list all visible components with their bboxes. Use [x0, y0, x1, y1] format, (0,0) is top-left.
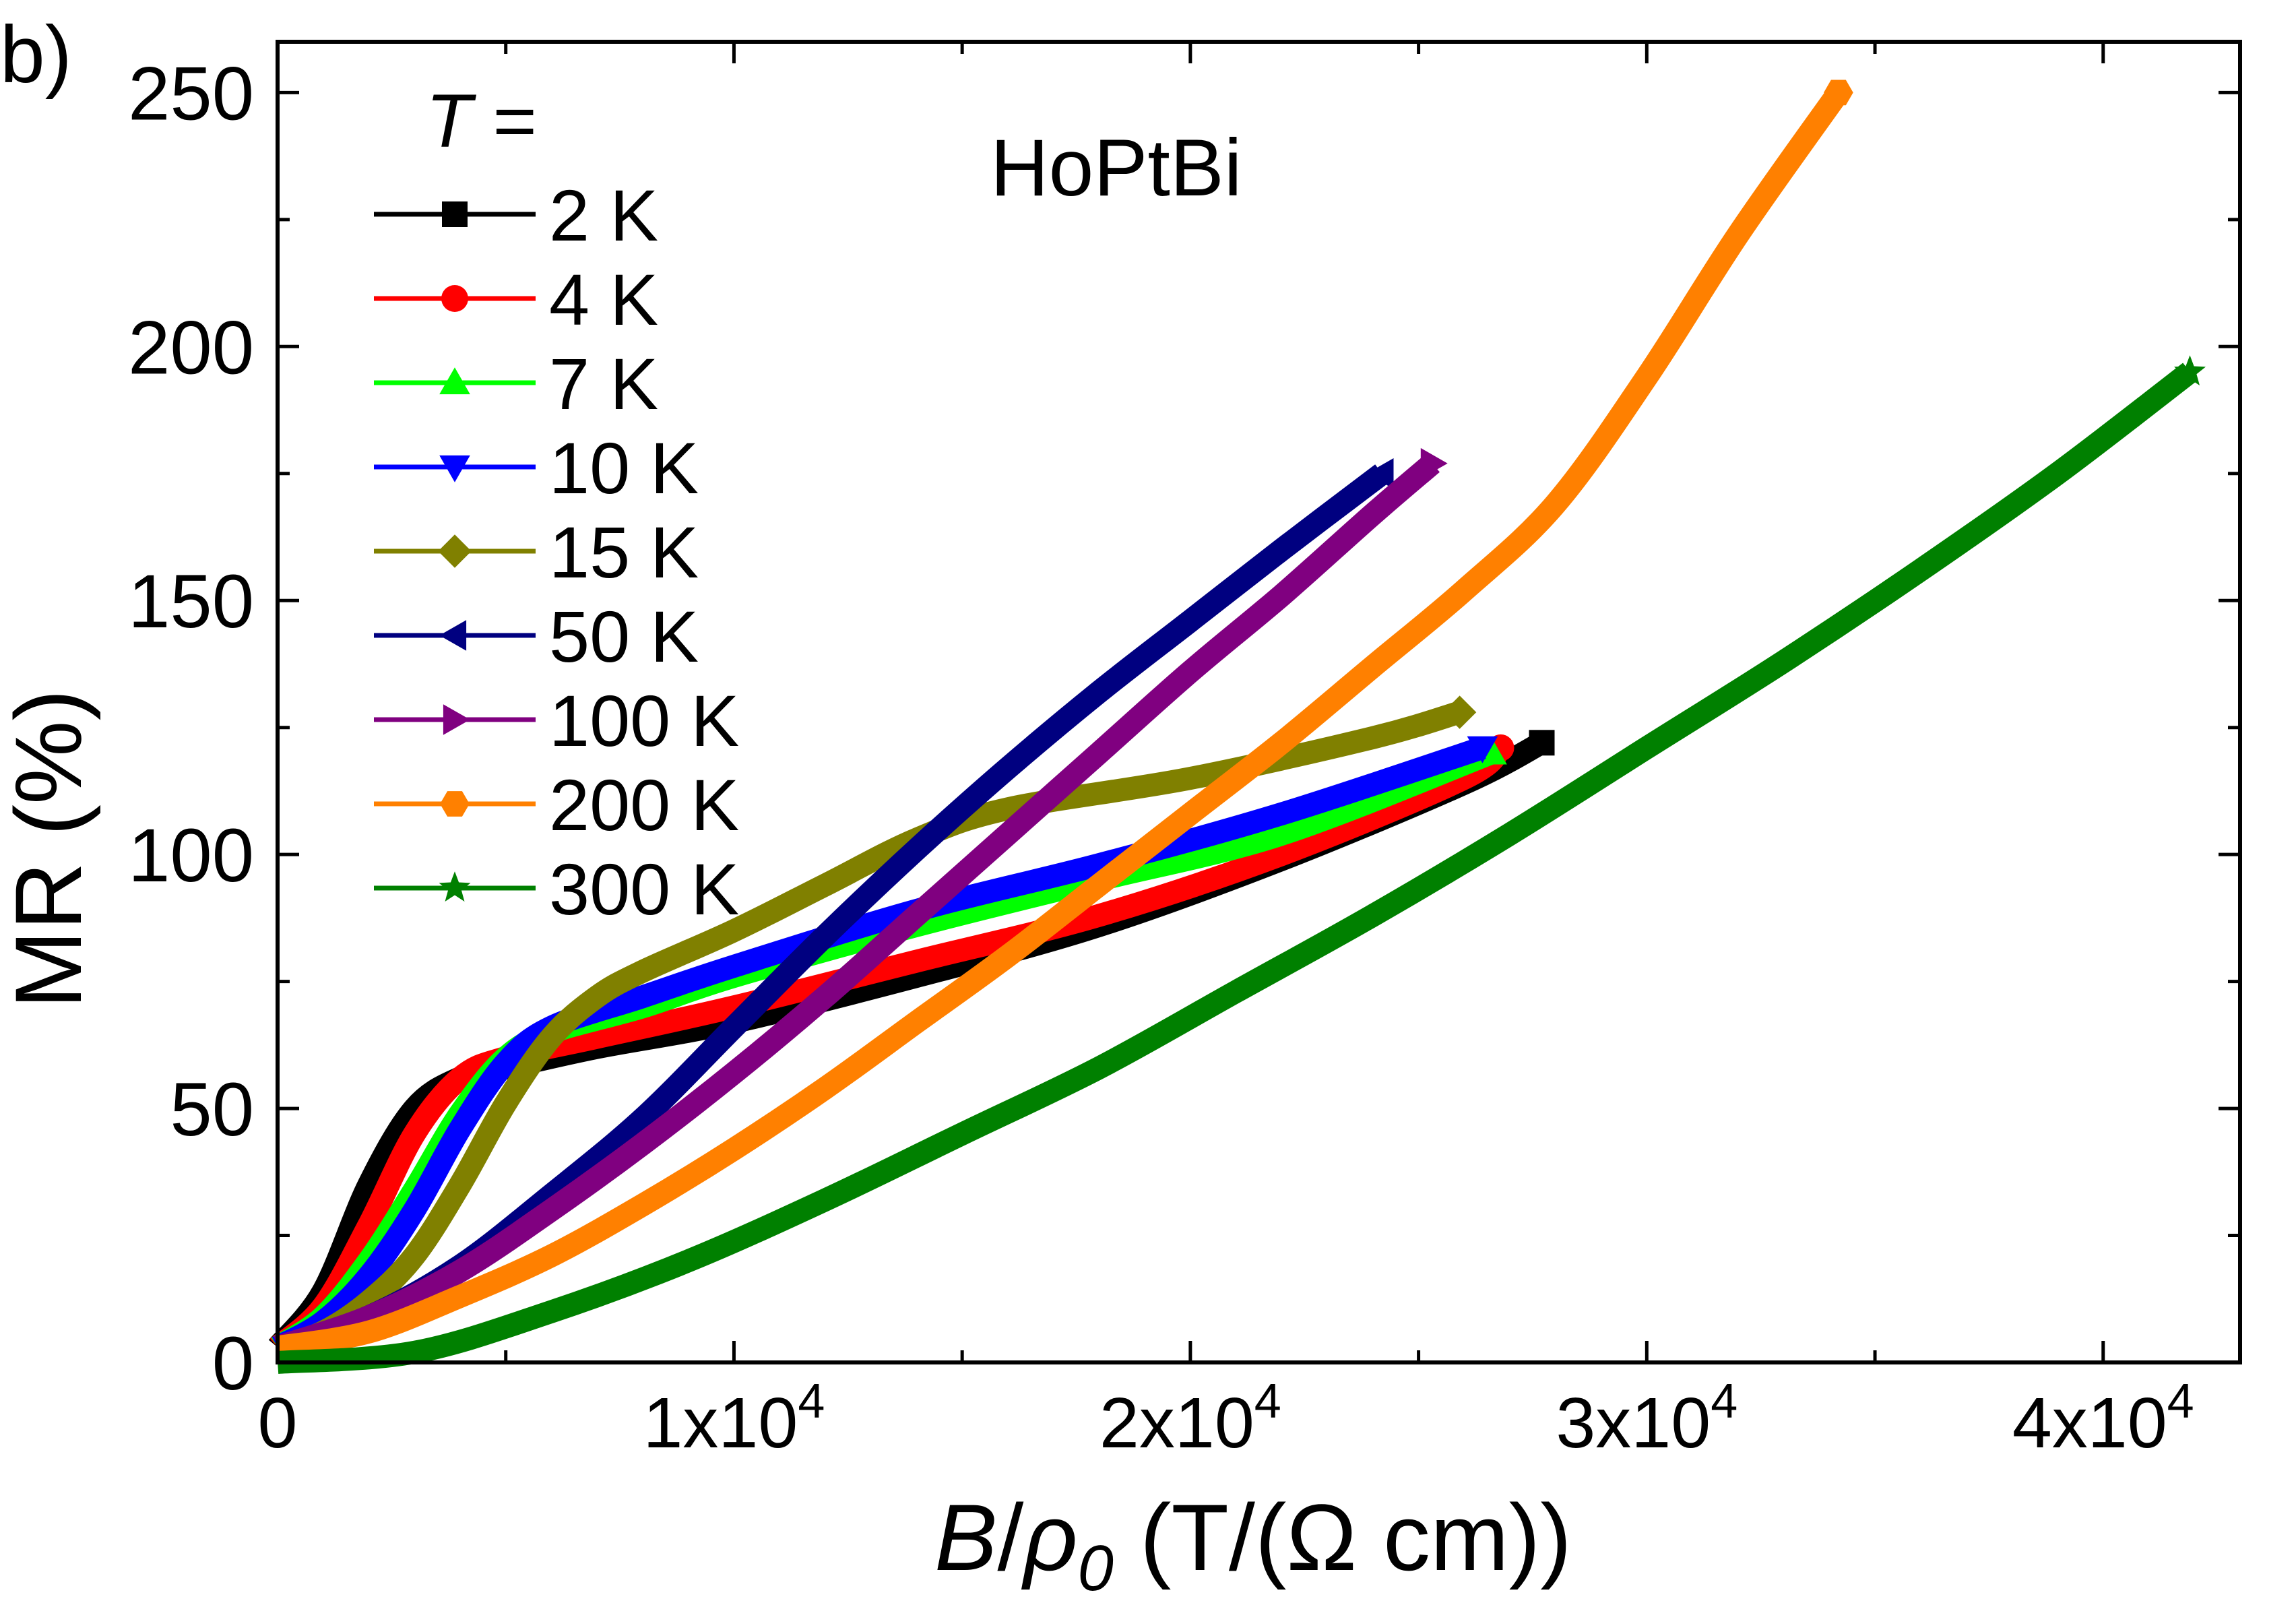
x-tick-label: 2x104 — [1099, 1375, 1281, 1463]
x-tick-mantissa: 1x10 — [643, 1383, 798, 1463]
series-10k — [272, 736, 1498, 1358]
series-line — [272, 736, 1486, 1358]
y-tick-label: 0 — [212, 1321, 254, 1406]
series-300k — [276, 355, 2206, 1374]
legend-item: 10 K — [374, 427, 699, 509]
legend-marker — [439, 367, 470, 395]
y-tick-label: 250 — [128, 51, 254, 135]
legend-title-var: T — [426, 79, 477, 163]
legend-label: 50 K — [549, 596, 699, 677]
axis-frame — [276, 40, 2242, 1364]
legend-marker — [439, 620, 467, 651]
series-end-marker — [1366, 458, 1394, 489]
x-tick-exponent: 4 — [798, 1375, 825, 1428]
legend-marker — [443, 704, 470, 735]
x-tick-mantissa: 2x10 — [1099, 1383, 1254, 1463]
legend-label: 200 K — [549, 764, 739, 846]
series-end-marker — [1467, 736, 1498, 763]
x-axis-label-var: B — [934, 1484, 997, 1590]
legend-item: 100 K — [374, 680, 739, 761]
x-tick-label: 3x104 — [1556, 1375, 1737, 1463]
x-axis-label-slash: / — [997, 1484, 1023, 1590]
legend-label: 15 K — [549, 511, 699, 593]
series-end-marker — [1529, 730, 1555, 756]
x-tick-mantissa: 3x10 — [1556, 1383, 1711, 1463]
x-axis-label-rho: ρ — [1021, 1484, 1077, 1590]
legend-item: 15 K — [374, 511, 699, 593]
legend-label: 2 K — [549, 175, 658, 256]
legend-label: 300 K — [549, 848, 739, 930]
legend-marker — [439, 455, 470, 482]
series-100k — [274, 447, 1448, 1358]
legend-item: 50 K — [374, 596, 699, 677]
legend-label: 100 K — [549, 680, 739, 761]
legend-marker — [442, 201, 468, 227]
series-line — [276, 86, 1848, 1359]
legend-marker — [439, 871, 471, 902]
legend-item: 300 K — [374, 848, 739, 930]
x-tick-exponent: 4 — [1711, 1375, 1737, 1428]
legend-item: 7 K — [374, 343, 658, 425]
legend-marker — [441, 285, 468, 312]
x-axis-label-units: (T/(Ω cm)) — [1114, 1484, 1572, 1590]
legend-item: 200 K — [374, 764, 739, 846]
series-end-marker — [1420, 447, 1448, 479]
x-axis-label: B/ρ0 (T/(Ω cm)) — [934, 1484, 1572, 1603]
x-tick-exponent: 4 — [2167, 1375, 2194, 1428]
x-tick-mantissa: 4x10 — [2012, 1383, 2167, 1463]
legend-title-rest: = — [472, 79, 537, 163]
y-axis-label: MR (%) — [0, 689, 101, 1009]
legend-marker — [440, 791, 470, 817]
x-tick-label: 4x104 — [2012, 1375, 2194, 1463]
series-line — [274, 454, 1440, 1358]
legend-label: 7 K — [549, 343, 658, 425]
legend-marker — [438, 534, 472, 568]
y-tick-label: 100 — [128, 813, 254, 898]
series-end-marker — [1824, 80, 1853, 106]
legend-item: 4 K — [374, 259, 658, 340]
legend-label: 10 K — [549, 427, 699, 509]
series-end-marker — [1442, 695, 1477, 729]
series-line — [276, 363, 2197, 1374]
legend-title: T = — [426, 79, 537, 163]
series-200k — [276, 80, 1853, 1359]
x-tick-label: 0 — [258, 1383, 298, 1463]
legend-item: 2 K — [374, 175, 658, 256]
series-line — [274, 701, 1463, 1358]
chart-title: HoPtBi — [990, 123, 1242, 213]
y-tick-label: 50 — [170, 1067, 254, 1152]
x-tick-mantissa: 0 — [258, 1383, 298, 1463]
y-tick-label: 200 — [128, 305, 254, 389]
series-15k — [274, 695, 1477, 1358]
y-tick-label: 150 — [128, 559, 254, 643]
panel-label: b) — [0, 9, 72, 100]
legend-label: 4 K — [549, 259, 658, 340]
x-axis-label-sub: 0 — [1078, 1532, 1114, 1603]
x-tick-label: 1x104 — [643, 1375, 825, 1463]
series-line — [269, 738, 1509, 1356]
x-tick-exponent: 4 — [1254, 1375, 1281, 1428]
series-end-marker — [2174, 355, 2206, 385]
